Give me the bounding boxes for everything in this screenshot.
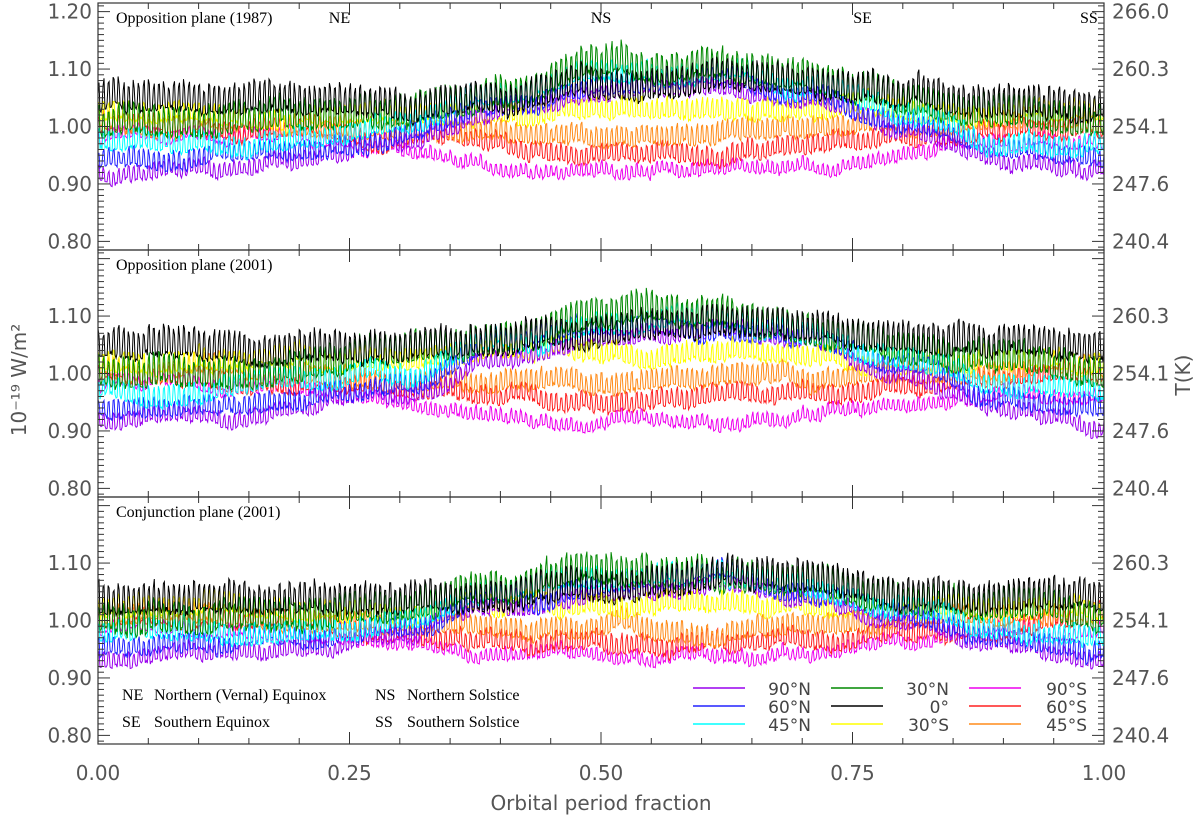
series-group (98, 551, 1104, 670)
series-line-90°N (98, 74, 1104, 188)
key-abbr-SS: SS (375, 714, 393, 731)
legend-item-90°N: 90°N (693, 680, 811, 700)
x-tick-label: 0.75 (830, 761, 875, 785)
y-tick-label: 1.20 (47, 0, 92, 24)
legend-item-0°: 0° (831, 698, 949, 718)
panel-2: 1.10 260.3 1.00 254.1 0.90 247.6 0.80 240.4 Oppo… (47, 249, 1169, 500)
y-tick-label-right: 247.6 (1112, 666, 1169, 690)
legend-label: 0° (930, 698, 949, 718)
x-tick-label: 0.25 (327, 761, 372, 785)
series-line-0° (98, 56, 1104, 127)
y-tick-label-right: 247.6 (1112, 172, 1169, 196)
y-tick-label-right: 254.1 (1112, 362, 1169, 386)
legend-item-45°S: 45°S (969, 716, 1087, 736)
series-line-0° (98, 552, 1104, 618)
legend-label: 45°N (768, 716, 811, 736)
key-abbr-SE: SE (122, 714, 141, 731)
season-marker-NE: NE (329, 10, 350, 27)
series-line-30°N (98, 39, 1104, 140)
panel-title: Opposition plane (2001) (116, 257, 272, 274)
series-line-30°N (98, 551, 1104, 639)
season-marker-NS: NS (591, 10, 611, 27)
y-tick-label: 1.00 (47, 362, 92, 386)
y-tick-label-right: 254.1 (1112, 609, 1169, 633)
panel-1: 1.20 266.0 1.10 260.3 1.00 254.1 0.90 247.6 0.80… (47, 0, 1169, 253)
panel-3: 1.10 260.3 1.00 254.1 0.90 247.6 0.80 240.4 Conj… (47, 496, 1169, 747)
key-text-SE: Southern Equinox (154, 714, 270, 731)
legend-label: 60°N (768, 698, 811, 718)
y-axis-right-label: T(K) (1171, 355, 1195, 397)
y-tick-label: 1.10 (47, 551, 92, 575)
series-group (98, 39, 1104, 188)
x-tick-label: 0.00 (76, 761, 121, 785)
y-tick-label: 1.00 (47, 609, 92, 633)
season-marker-SE: SE (853, 10, 872, 27)
panel-title: Conjunction plane (2001) (116, 504, 280, 521)
legend-label: 90°S (1046, 680, 1087, 700)
y-axis-label: 10⁻¹⁹ W/m² (7, 324, 31, 436)
x-tick-label: 0.50 (579, 761, 624, 785)
x-axis-label: Orbital period fraction (490, 791, 711, 815)
y-tick-label: 0.80 (47, 476, 92, 500)
key-abbr-NE: NE (122, 687, 143, 704)
legend-label: 45°S (1046, 716, 1087, 736)
y-tick-label: 0.80 (47, 723, 92, 747)
y-tick-label: 1.00 (47, 115, 92, 139)
series-group (98, 287, 1104, 440)
legend-item-60°S: 60°S (969, 698, 1087, 718)
key-text-NE: Northern (Vernal) Equinox (154, 687, 326, 704)
key-text-SS: Southern Solstice (407, 714, 519, 731)
y-tick-label: 1.10 (47, 57, 92, 81)
legend-label: 90°N (768, 680, 811, 700)
y-tick-label-right: 240.4 (1112, 229, 1169, 253)
legend-item-45°N: 45°N (693, 716, 811, 736)
key-abbr-NS: NS (375, 687, 395, 704)
legend-item-90°S: 90°S (969, 680, 1087, 700)
season-marker-SS: SS (1080, 10, 1098, 27)
y-tick-label: 0.90 (47, 419, 92, 443)
y-tick-label: 0.80 (47, 229, 92, 253)
y-tick-label-right: 240.4 (1112, 723, 1169, 747)
y-tick-label-right: 260.3 (1112, 551, 1169, 575)
series-line-0° (98, 303, 1104, 370)
y-tick-label-right: 247.6 (1112, 419, 1169, 443)
y-tick-label: 0.90 (47, 172, 92, 196)
series-line-30°N (98, 287, 1104, 392)
y-tick-label-right: 260.3 (1112, 304, 1169, 328)
panel-title: Opposition plane (1987) (116, 10, 272, 27)
legend-label: 30°N (906, 680, 949, 700)
key-text-NS: Northern Solstice (407, 687, 519, 704)
legend-label: 30°S (908, 716, 949, 736)
y-tick-label-right: 254.1 (1112, 115, 1169, 139)
legend-item-30°S: 30°S (831, 716, 949, 736)
y-tick-label-right: 266.0 (1112, 0, 1169, 24)
y-tick-label-right: 240.4 (1112, 476, 1169, 500)
y-tick-label: 1.10 (47, 304, 92, 328)
y-tick-label: 0.90 (47, 666, 92, 690)
legend-label: 60°S (1046, 698, 1087, 718)
x-tick-label: 1.00 (1082, 761, 1127, 785)
legend-item-60°N: 60°N (693, 698, 811, 718)
legend-item-30°N: 30°N (831, 680, 949, 700)
y-tick-label-right: 260.3 (1112, 57, 1169, 81)
